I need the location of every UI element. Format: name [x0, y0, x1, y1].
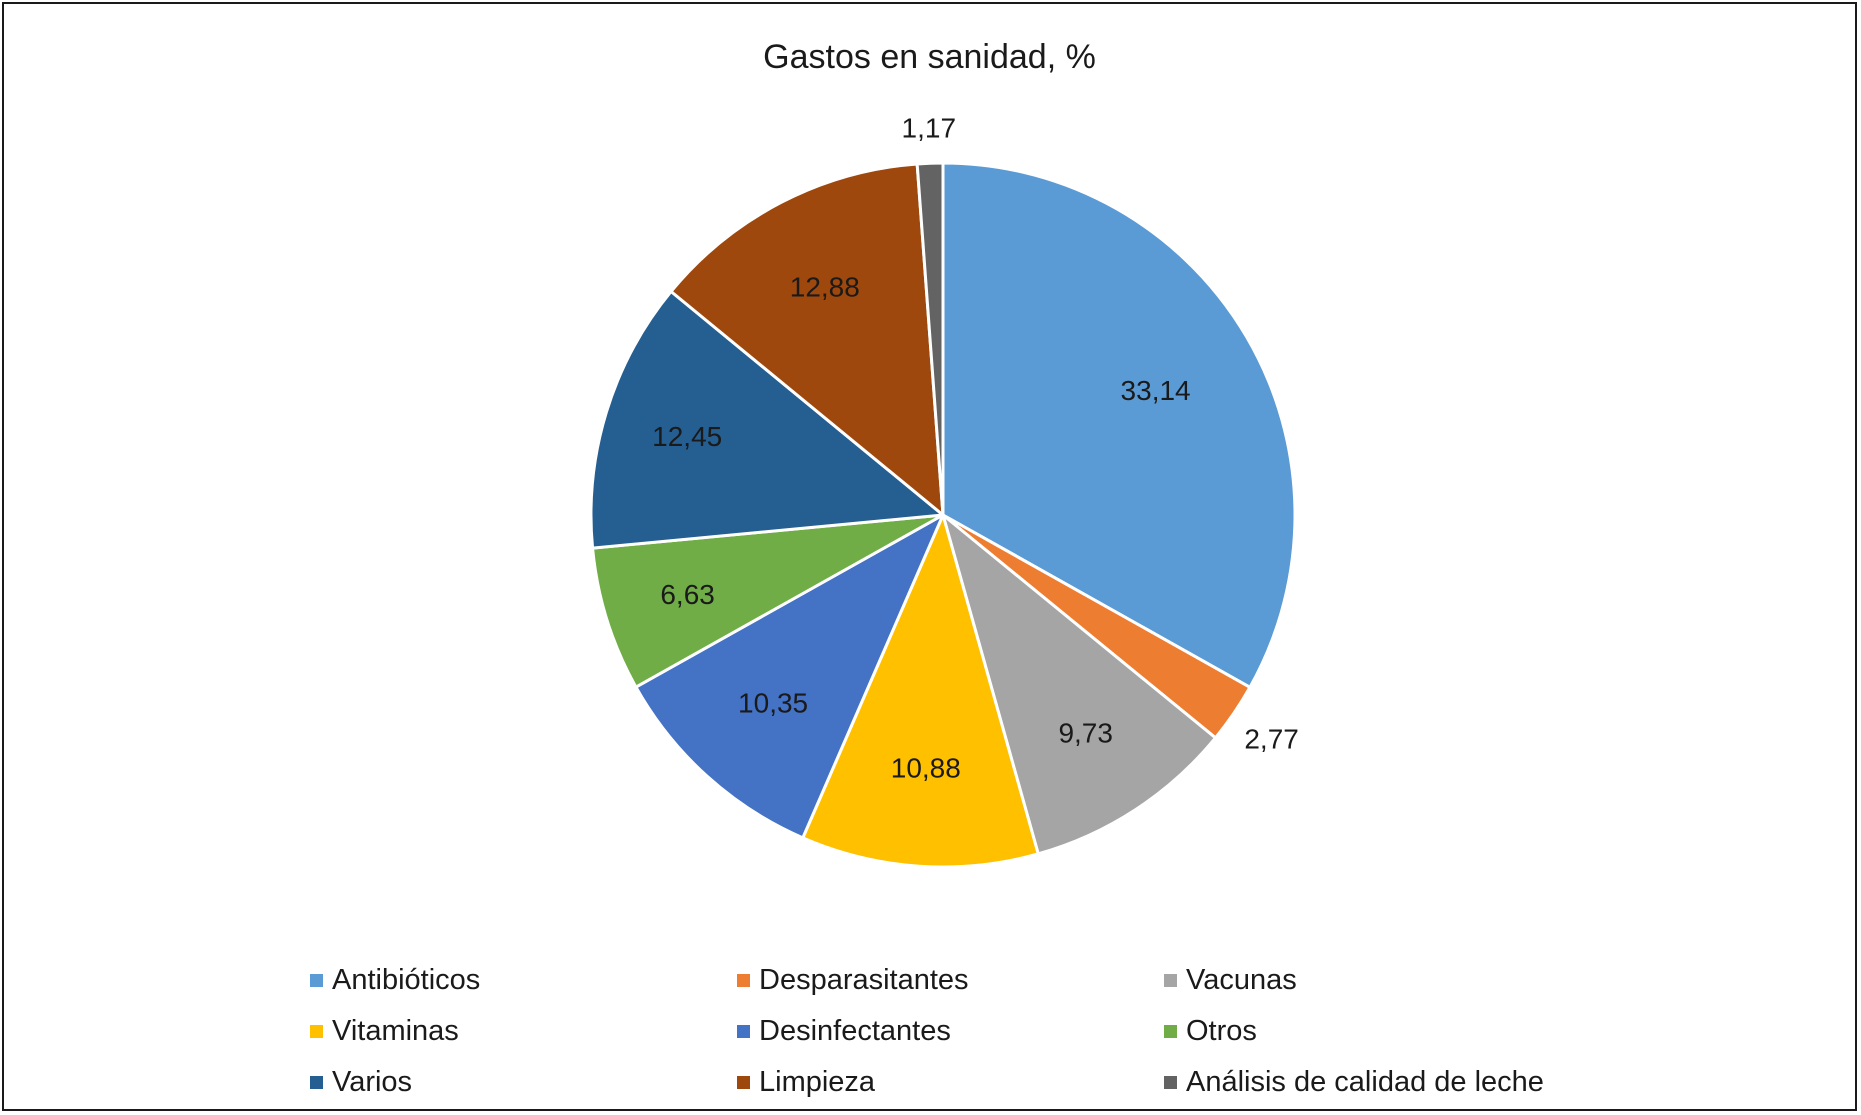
legend-label: Desinfectantes [759, 1015, 951, 1048]
legend-label: Análisis de calidad de leche [1186, 1066, 1544, 1099]
legend-label: Vitaminas [332, 1015, 459, 1048]
data-label-7: 12,45 [652, 421, 722, 452]
legend-swatch [737, 1076, 750, 1089]
legend-label: Otros [1186, 1015, 1257, 1048]
legend-label: Antibióticos [332, 964, 480, 997]
legend-label: Desparasitantes [759, 964, 969, 997]
legend-item-5: Desinfectantes [737, 1006, 1164, 1057]
data-label-5: 10,35 [738, 688, 808, 719]
legend-swatch [737, 1025, 750, 1038]
data-label-8: 12,88 [790, 271, 860, 302]
legend-swatch [310, 974, 323, 987]
legend-swatch [1164, 1076, 1177, 1089]
legend-item-9: Análisis de calidad de leche [1164, 1057, 1610, 1108]
data-label-6: 6,63 [660, 579, 715, 610]
data-label-1: 33,14 [1121, 375, 1191, 406]
data-label-9: 1,17 [902, 113, 957, 144]
legend-swatch [737, 974, 750, 987]
legend-swatch [1164, 1025, 1177, 1038]
legend-label: Limpieza [759, 1066, 875, 1099]
legend-item-7: Varios [310, 1057, 737, 1108]
legend-swatch [310, 1076, 323, 1089]
legend-label: Varios [332, 1066, 412, 1099]
legend-swatch [1164, 974, 1177, 987]
legend-item-1: Antibióticos [310, 955, 737, 1006]
legend-label: Vacunas [1186, 964, 1297, 997]
legend-item-3: Vacunas [1164, 955, 1610, 1006]
legend-item-8: Limpieza [737, 1057, 1164, 1108]
legend-swatch [310, 1025, 323, 1038]
chart-legend: Antibióticos Desparasitantes Vacunas Vitami… [310, 955, 1610, 1108]
legend-item-6: Otros [1164, 1006, 1610, 1057]
legend-item-4: Vitaminas [310, 1006, 737, 1057]
data-label-4: 10,88 [891, 752, 961, 783]
data-label-2: 2,77 [1244, 724, 1299, 755]
legend-item-2: Desparasitantes [737, 955, 1164, 1006]
data-label-3: 9,73 [1058, 717, 1113, 748]
